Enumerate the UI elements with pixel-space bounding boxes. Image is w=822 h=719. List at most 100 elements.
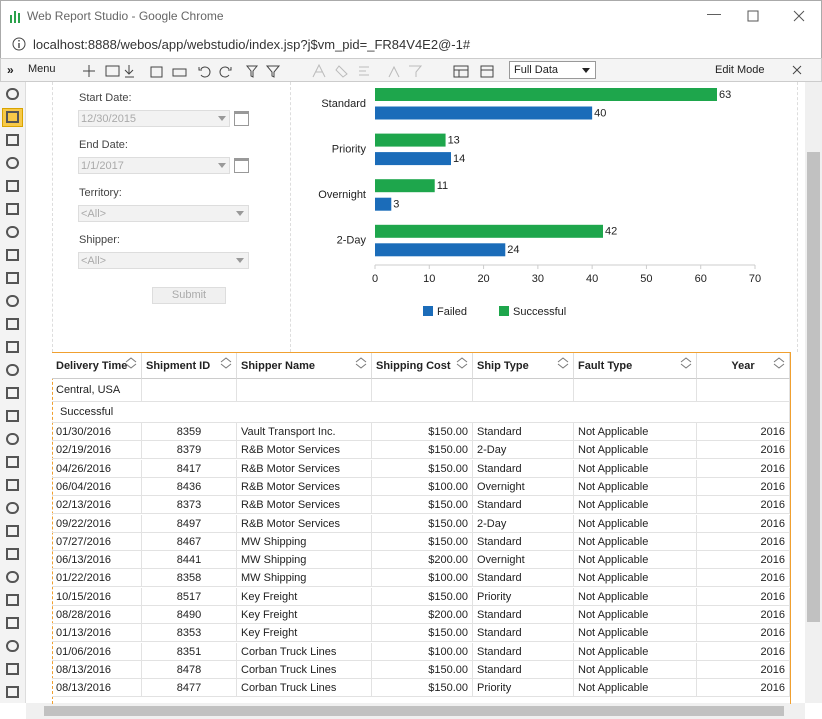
scroll-thumb[interactable] <box>807 152 820 622</box>
subgroup-row: Successful <box>52 402 790 423</box>
url[interactable]: localhost:8888/webos/app/webstudio/index… <box>33 37 470 52</box>
table-cell: Overnight <box>473 478 574 496</box>
table-cell: 2016 <box>697 679 790 697</box>
tool-icon[interactable] <box>6 295 19 307</box>
x-tick-label: 0 <box>372 273 378 285</box>
table-cell: $200.00 <box>372 606 473 624</box>
value-label: 42 <box>605 226 617 238</box>
tool-icon[interactable] <box>6 203 19 215</box>
field-input[interactable]: 1/1/2017 <box>78 157 230 174</box>
table-cell: Not Applicable <box>574 515 697 533</box>
tool-icon[interactable] <box>6 640 19 652</box>
tool-icon[interactable] <box>6 594 19 606</box>
column-header[interactable]: Shipper Name <box>237 353 372 379</box>
mode-button[interactable]: Edit Mode <box>715 64 765 76</box>
tool-icon[interactable] <box>6 157 19 169</box>
table-cell: $100.00 <box>372 569 473 587</box>
table-cell: 2016 <box>697 496 790 514</box>
value-label: 14 <box>453 153 465 165</box>
title-bar: Web Report Studio - Google Chrome — <box>0 0 822 30</box>
field-label: Shipper: <box>79 234 120 246</box>
scroll-thumb[interactable] <box>44 706 784 716</box>
column-menu[interactable] <box>220 357 232 369</box>
table-cell: Key Freight <box>237 624 372 642</box>
column-header[interactable]: Fault Type <box>574 353 697 379</box>
tool-icon[interactable] <box>6 433 19 445</box>
column-header[interactable]: Ship Type <box>473 353 574 379</box>
table-cell: 8358 <box>142 569 237 587</box>
table-cell: 06/13/2016 <box>52 551 142 569</box>
dropdown-arrow[interactable] <box>218 116 226 121</box>
field-input[interactable]: <All> <box>78 205 249 222</box>
category-label: Standard <box>321 98 366 110</box>
tool-icon[interactable] <box>6 249 19 261</box>
tool-icon[interactable] <box>6 571 19 583</box>
value-label: 11 <box>437 180 448 192</box>
table-cell: $150.00 <box>372 423 473 441</box>
column-menu[interactable] <box>557 357 569 369</box>
field-input[interactable]: 12/30/2015 <box>78 110 230 127</box>
column-menu[interactable] <box>125 357 137 369</box>
app-icon <box>9 9 23 23</box>
table-cell: 06/04/2016 <box>52 478 142 496</box>
calendar-icon[interactable] <box>234 111 249 126</box>
table-cell: 2016 <box>697 606 790 624</box>
table-cell: Standard <box>473 496 574 514</box>
dropdown-arrow[interactable] <box>236 258 244 263</box>
calendar-icon[interactable] <box>234 158 249 173</box>
tool-icon[interactable] <box>6 180 19 192</box>
table-cell: 02/19/2016 <box>52 441 142 459</box>
tool-icon[interactable] <box>6 88 19 100</box>
tool-icon[interactable] <box>6 686 19 698</box>
horizontal-scrollbar[interactable] <box>26 703 805 719</box>
table-cell: 02/13/2016 <box>52 496 142 514</box>
tool-icon[interactable] <box>6 663 19 675</box>
tool-icon[interactable] <box>6 341 19 353</box>
column-header[interactable]: Year <box>697 353 790 379</box>
expand[interactable]: » <box>7 63 14 77</box>
table-cell: Not Applicable <box>574 441 697 459</box>
tool-icon[interactable] <box>6 410 19 422</box>
minimize[interactable]: — <box>707 5 721 21</box>
tool-icon[interactable] <box>6 548 19 560</box>
layout-tools <box>451 61 501 81</box>
column-menu[interactable] <box>680 357 692 369</box>
column-menu[interactable] <box>456 357 468 369</box>
view-select[interactable]: Full Data <box>509 61 596 79</box>
close-toolbar[interactable] <box>792 65 802 75</box>
field-input[interactable]: <All> <box>78 252 249 269</box>
table-cell: 2016 <box>697 588 790 606</box>
table-cell: 2016 <box>697 533 790 551</box>
category-label: Priority <box>332 144 367 156</box>
column-menu[interactable] <box>773 357 785 369</box>
tool-icon[interactable] <box>6 318 19 330</box>
tool-icon[interactable] <box>6 272 19 284</box>
tool-icon[interactable] <box>6 226 19 238</box>
tool-icon[interactable] <box>6 387 19 399</box>
dropdown-arrow[interactable] <box>218 163 226 168</box>
vertical-scrollbar[interactable] <box>805 82 822 703</box>
tool-icon[interactable] <box>6 479 19 491</box>
table-cell: 8417 <box>142 460 237 478</box>
column-header[interactable]: Delivery Time <box>52 353 142 379</box>
tool-icon[interactable] <box>6 364 19 376</box>
column-header[interactable]: Shipping Cost <box>372 353 473 379</box>
tool-icon[interactable] <box>6 617 19 629</box>
dropdown-arrow[interactable] <box>236 211 244 216</box>
tool-icon[interactable] <box>6 456 19 468</box>
maximize[interactable] <box>747 10 759 22</box>
column-menu[interactable] <box>355 357 367 369</box>
tool-icon[interactable] <box>6 525 19 537</box>
info-icon[interactable] <box>12 37 26 51</box>
submit-button[interactable]: Submit <box>152 287 226 304</box>
close[interactable] <box>793 10 805 22</box>
tool-icon[interactable] <box>6 502 19 514</box>
tool-icon[interactable] <box>6 111 19 123</box>
x-tick-label: 10 <box>423 273 435 285</box>
menu-button[interactable]: Menu <box>28 63 56 75</box>
table-cell: 01/30/2016 <box>52 423 142 441</box>
column-header[interactable]: Shipment ID <box>142 353 237 379</box>
table-cell: $150.00 <box>372 496 473 514</box>
tool-icon[interactable] <box>6 134 19 146</box>
